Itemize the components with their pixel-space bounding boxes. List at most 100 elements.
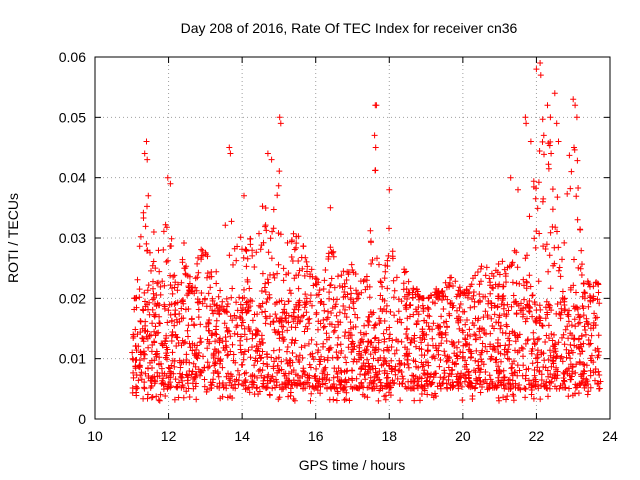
data-point: [530, 395, 537, 402]
data-point: [145, 282, 152, 289]
data-point: [315, 291, 322, 298]
data-point: [241, 192, 247, 199]
data-point: [258, 288, 265, 294]
data-point: [534, 364, 541, 371]
data-point: [358, 379, 365, 386]
data-point: [238, 333, 244, 340]
data-point: [320, 286, 327, 292]
data-point: [488, 304, 495, 311]
data-point: [149, 296, 156, 303]
data-point: [215, 373, 222, 380]
data-point: [478, 278, 484, 285]
data-point: [280, 323, 287, 330]
data-point: [150, 290, 157, 297]
y-tick-label: 0.02: [59, 290, 86, 306]
data-point: [259, 203, 266, 210]
data-point: [288, 238, 295, 245]
data-point: [195, 254, 201, 261]
data-point: [153, 292, 160, 299]
data-point: [485, 300, 492, 307]
x-axis-label: GPS time / hours: [299, 457, 406, 473]
data-point: [558, 353, 565, 360]
x-tick-label: 20: [455, 428, 471, 444]
data-point: [567, 341, 574, 348]
data-point: [168, 243, 175, 249]
data-point: [317, 390, 324, 397]
data-point: [527, 283, 534, 290]
data-point: [241, 378, 248, 385]
data-point: [367, 374, 374, 381]
data-point: [578, 247, 585, 254]
data-point: [370, 355, 377, 362]
data-point: [152, 351, 159, 358]
data-point: [161, 282, 168, 289]
x-tick-label: 16: [308, 428, 324, 444]
data-point: [348, 261, 355, 268]
data-point: [496, 397, 502, 404]
data-point: [236, 294, 243, 301]
data-point: [231, 330, 238, 337]
data-point: [379, 283, 386, 290]
data-point: [458, 383, 465, 390]
data-point: [544, 102, 551, 109]
data-point: [482, 272, 489, 279]
data-point: [403, 350, 410, 357]
data-point: [453, 361, 460, 368]
data-point: [136, 364, 143, 371]
data-point: [167, 272, 174, 279]
data-point: [442, 331, 449, 338]
data-point: [189, 368, 196, 375]
data-point: [223, 308, 230, 315]
data-point: [165, 307, 172, 314]
data-point: [559, 288, 566, 295]
data-point: [320, 317, 327, 323]
data-point: [449, 304, 456, 311]
data-point: [388, 384, 394, 391]
data-point: [172, 300, 179, 307]
data-point: [596, 372, 603, 378]
data-point: [280, 277, 287, 284]
data-point: [533, 319, 540, 326]
data-point: [474, 317, 481, 324]
data-point: [575, 390, 582, 397]
data-point: [190, 360, 197, 367]
data-point: [500, 283, 506, 290]
data-point: [594, 296, 601, 303]
data-point: [174, 287, 181, 294]
data-point: [254, 348, 261, 355]
data-point: [343, 359, 350, 366]
data-point: [543, 332, 550, 339]
data-point: [580, 367, 587, 374]
data-point: [160, 228, 167, 235]
data-point: [145, 192, 152, 199]
data-point: [399, 380, 406, 387]
data-point: [492, 356, 499, 363]
data-point: [570, 336, 577, 343]
data-point: [454, 370, 461, 377]
data-point: [561, 341, 568, 348]
data-point: [135, 377, 142, 384]
data-point: [187, 344, 194, 351]
data-point: [393, 347, 400, 354]
data-point: [551, 331, 557, 338]
data-point: [209, 330, 216, 337]
data-point: [556, 264, 563, 271]
data-point: [582, 331, 589, 338]
data-point: [285, 270, 292, 277]
data-point: [562, 326, 569, 333]
data-point: [403, 325, 410, 332]
data-point: [559, 256, 565, 263]
data-point: [594, 314, 600, 321]
data-point: [460, 342, 467, 349]
data-point: [414, 318, 421, 325]
data-point: [514, 332, 521, 339]
data-point: [184, 380, 191, 387]
data-point: [582, 327, 589, 333]
data-point: [156, 268, 163, 275]
data-point: [230, 261, 236, 268]
data-point: [133, 392, 140, 399]
data-point: [241, 370, 248, 377]
data-point: [465, 294, 471, 301]
data-point: [361, 276, 368, 283]
data-point: [587, 384, 594, 391]
